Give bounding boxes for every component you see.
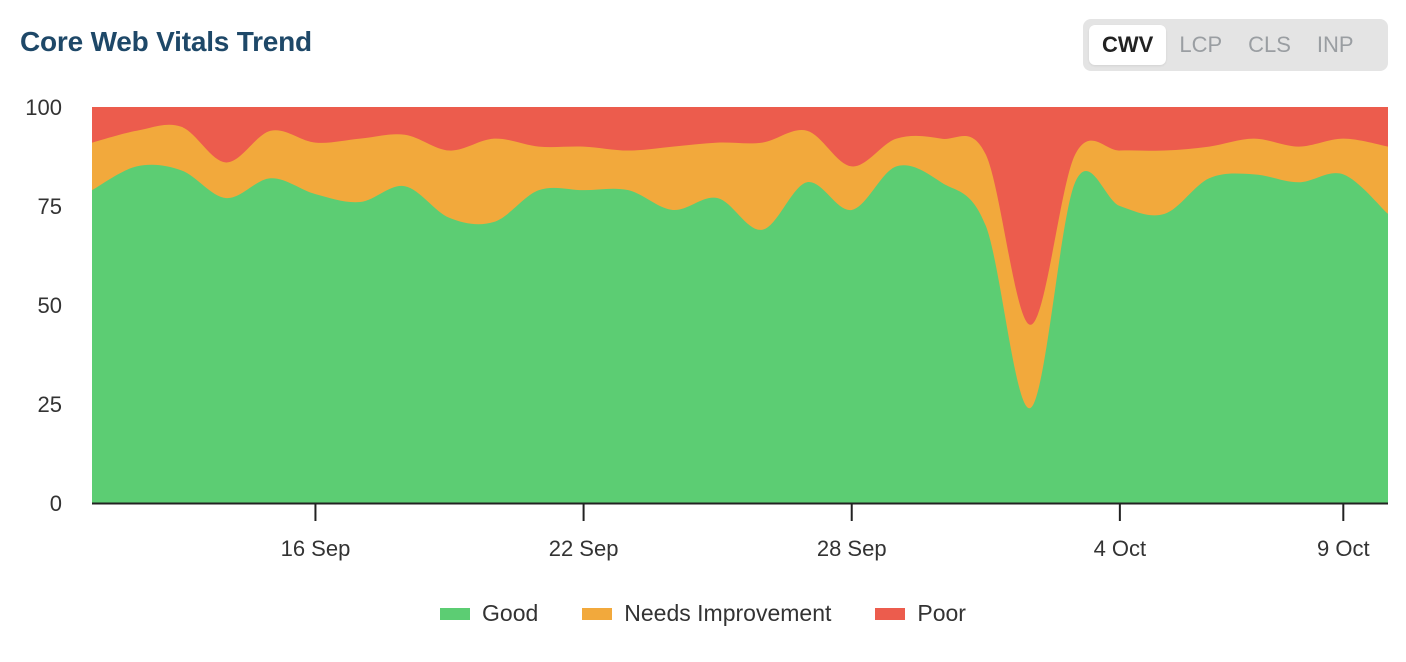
x-tick-label: 4 Oct	[1094, 536, 1147, 561]
chart-title: Core Web Vitals Trend	[20, 26, 312, 57]
metric-tab-group: CWV LCP CLS INP	[1083, 19, 1388, 71]
y-tick-label: 50	[38, 293, 62, 318]
legend-item-good[interactable]: Good	[440, 600, 538, 627]
legend-item-poor[interactable]: Poor	[875, 600, 966, 627]
y-tick-label: 25	[38, 392, 62, 417]
chart-legend: Good Needs Improvement Poor	[0, 600, 1406, 627]
y-tick-label: 75	[38, 194, 62, 219]
x-tick-label: 22 Sep	[549, 536, 619, 561]
x-tick-label: 16 Sep	[281, 536, 351, 561]
x-tick-label: 9 Oct	[1317, 536, 1370, 561]
tab-cls[interactable]: CLS	[1248, 32, 1291, 57]
legend-swatch-good	[440, 607, 471, 620]
legend-label-poor: Poor	[917, 600, 966, 626]
tab-cwv[interactable]: CWV	[1089, 25, 1167, 65]
tab-inp[interactable]: INP	[1316, 32, 1354, 57]
legend-swatch-needs-improvement	[582, 607, 613, 620]
area-layer	[92, 107, 1388, 503]
tab-lcp[interactable]: LCP	[1179, 32, 1223, 57]
legend-swatch-poor	[875, 607, 906, 620]
x-tick-label: 28 Sep	[817, 536, 887, 561]
y-tick-label: 100	[25, 95, 62, 120]
legend-label-needs-improvement: Needs Improvement	[624, 600, 832, 626]
axis-layer: 0 25 50 75 100 16 Sep 22 Sep 28 Sep 4 Oct 9 Oct	[25, 95, 1388, 561]
y-tick-label: 0	[50, 491, 62, 516]
legend-item-needs-improvement[interactable]: Needs Improvement	[582, 600, 831, 627]
legend-label-good: Good	[482, 600, 539, 626]
area-good	[92, 164, 1388, 503]
